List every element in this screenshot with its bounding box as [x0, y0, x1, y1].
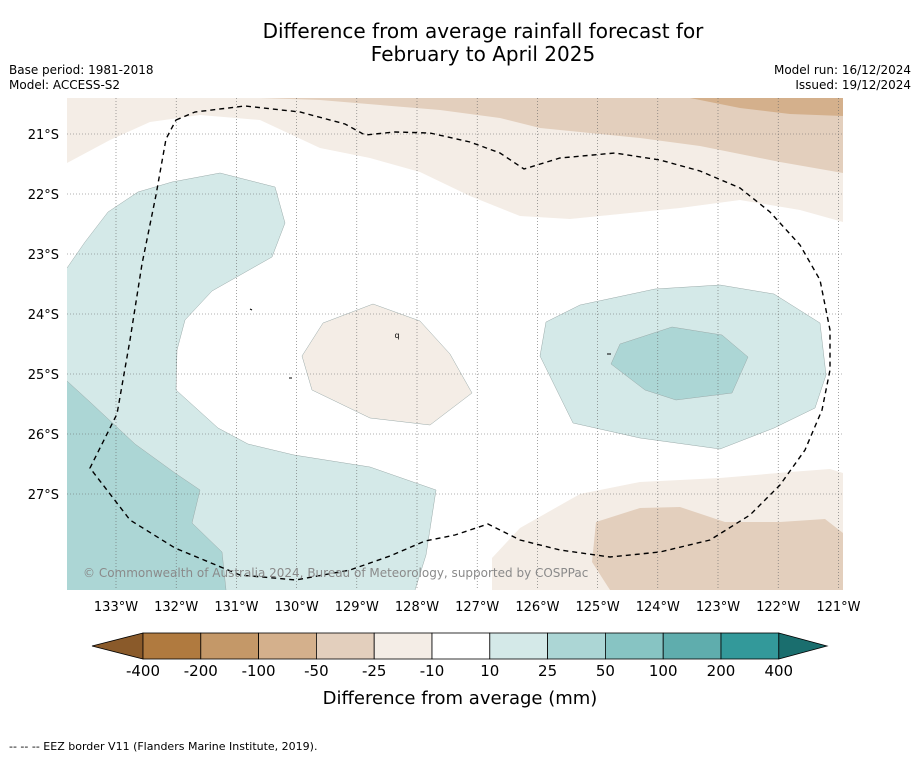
colorbar-tick-label: 25 [538, 662, 557, 680]
base-period: Base period: 1981-2018 [9, 63, 154, 77]
colorbar-bin [373, 632, 433, 660]
title-line-1: Difference from average rainfall forecas… [262, 19, 704, 43]
contour-wet-25-east [611, 327, 748, 400]
longitude-label: 130°W [275, 600, 319, 615]
colorbar-bin [720, 632, 780, 660]
gridlines [67, 98, 843, 590]
issued-date: Issued: 19/12/2024 [795, 78, 911, 92]
map-title: Difference from average rainfall forecas… [0, 20, 919, 66]
meta-right: Model run: 16/12/2024 Issued: 19/12/2024 [774, 63, 911, 93]
colorbar-bin [200, 632, 260, 660]
map-area: q © Commonwealth of Australia 2024, Bure… [67, 98, 843, 590]
colorbar-tick-label: -10 [420, 662, 445, 680]
title-line-2: February to April 2025 [370, 42, 596, 66]
latitude-label: 26°S [28, 428, 59, 443]
longitude-label: 133°W [94, 600, 138, 615]
colorbar-tick-label: 100 [649, 662, 678, 680]
colorbar-tick-label: 10 [480, 662, 499, 680]
latitude-labels: 21°S 22°S 23°S 24°S 25°S 26°S 27°S [28, 128, 59, 503]
contour-dry-50-corner [690, 98, 843, 116]
longitude-label: 122°W [756, 600, 800, 615]
contour-outlines [67, 172, 827, 590]
longitude-label: 129°W [335, 600, 379, 615]
latitude-label: 23°S [28, 248, 59, 263]
latitude-label: 21°S [28, 128, 59, 143]
colorbar-extend-low [91, 632, 144, 660]
longitude-labels: 133°W 132°W 131°W 130°W 129°W 128°W 127°W 126°W… [94, 600, 861, 615]
colorbar-bin [489, 632, 548, 660]
colorbar-bin [547, 632, 606, 660]
latitude-label: 24°S [28, 308, 59, 323]
longitude-label: 125°W [576, 600, 620, 615]
model-run: Model run: 16/12/2024 [773, 63, 911, 77]
contour-dry-25-top [260, 98, 843, 173]
point-label: q [394, 331, 399, 340]
latitude-label: 25°S [28, 368, 59, 383]
colorbar-bin [315, 632, 375, 660]
colorbar-bin [431, 632, 491, 660]
colorbar-bin [662, 632, 722, 660]
colorbar-tick-label: -400 [126, 662, 160, 680]
longitude-label: 126°W [515, 600, 559, 615]
contour-dry-10-central [302, 304, 472, 425]
longitude-label: 132°W [154, 600, 198, 615]
colorbar-tick-label: 50 [596, 662, 615, 680]
eez-legend-note: -- -- -- EEZ border V11 (Flanders Marine… [9, 740, 318, 753]
longitude-label: 121°W [816, 600, 860, 615]
meta-left: Base period: 1981-2018 Model: ACCESS-S2 [9, 63, 154, 93]
longitude-label: 124°W [636, 600, 680, 615]
copyright-text: © Commonwealth of Australia 2024, Bureau… [83, 566, 588, 580]
longitude-label: 131°W [214, 600, 258, 615]
colorbar-label: Difference from average (mm) [323, 688, 598, 709]
colorbar-tick-label: -100 [242, 662, 276, 680]
longitude-label: 123°W [696, 600, 740, 615]
island-mark [249, 308, 253, 311]
colorbar-bin [142, 632, 202, 660]
colorbar-tick-label: 200 [707, 662, 736, 680]
colorbar [91, 632, 829, 660]
longitude-label: 128°W [395, 600, 439, 615]
latitude-label: 22°S [28, 188, 59, 203]
longitude-label: 127°W [455, 600, 499, 615]
colorbar-tick-label: -50 [304, 662, 329, 680]
eez-border [89, 105, 831, 581]
colorbar-tick-label: -25 [362, 662, 387, 680]
colorbar-bin [605, 632, 664, 660]
latitude-label: 27°S [28, 488, 59, 503]
colorbar-tick-label: 400 [764, 662, 793, 680]
contour-dry-25-south [592, 507, 843, 590]
colorbar-bin [258, 632, 317, 660]
model-name: Model: ACCESS-S2 [9, 78, 121, 92]
colorbar-tick-label: -200 [184, 662, 218, 680]
colorbar-tick-labels: -400 -200 -100 -50 -25 -10 10 25 50 100 200 400 [126, 662, 793, 680]
colorbar-extend-high [778, 632, 829, 660]
